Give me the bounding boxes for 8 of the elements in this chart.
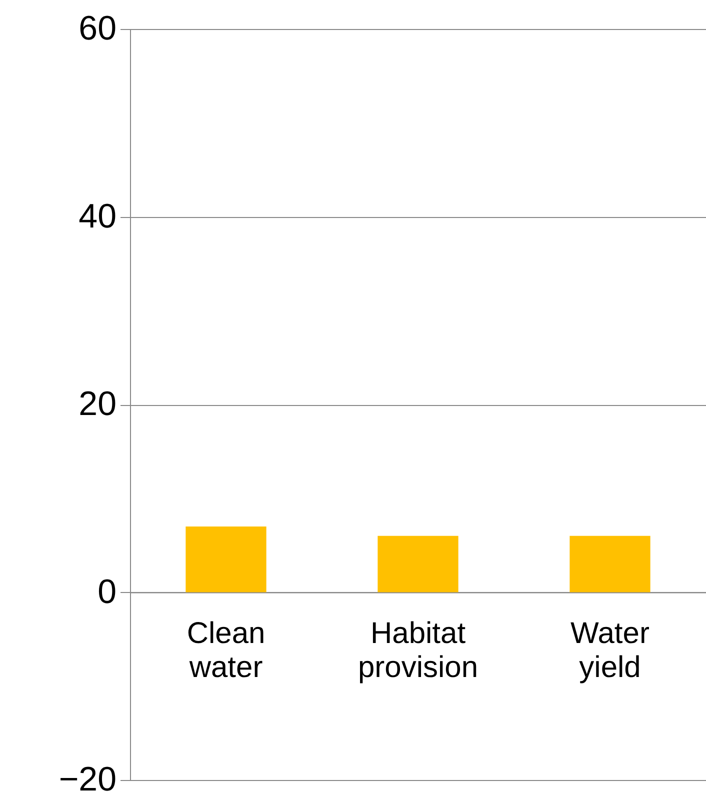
y-tick-label: −20 bbox=[58, 760, 116, 797]
y-tick-label: 0 bbox=[98, 572, 116, 611]
x-tick-label: Habitat provision bbox=[358, 616, 478, 684]
x-tick-label: Clean water bbox=[186, 616, 266, 684]
y-tick-label: 40 bbox=[78, 197, 116, 236]
y-tick-label: 20 bbox=[78, 385, 116, 423]
x-tick-label: Water yield bbox=[570, 616, 650, 684]
y-tick-label: 60 bbox=[78, 10, 116, 48]
